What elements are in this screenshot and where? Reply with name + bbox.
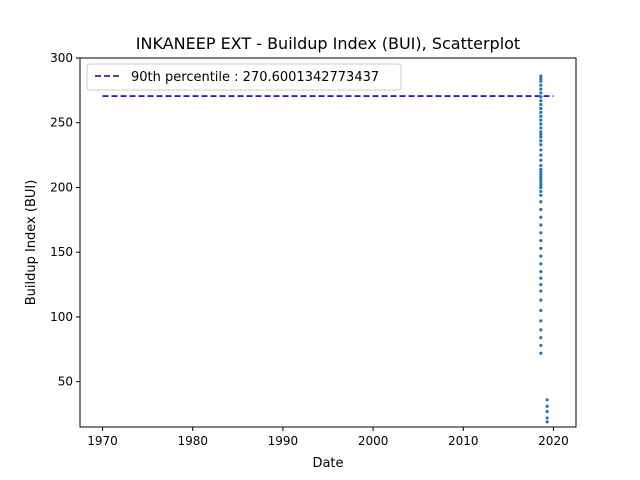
data-point (539, 153, 543, 157)
data-point (539, 103, 543, 107)
data-point (539, 91, 543, 95)
x-tick-label: 2020 (538, 434, 569, 448)
y-tick-label: 100 (50, 310, 73, 324)
data-point (539, 276, 543, 280)
data-point (539, 189, 543, 193)
data-point (545, 420, 549, 424)
data-point (539, 170, 543, 174)
data-point (539, 328, 543, 332)
data-point (539, 163, 543, 168)
data-point (539, 207, 543, 212)
data-point (539, 254, 543, 258)
data-point (539, 193, 543, 197)
x-tick-label: 1980 (177, 434, 208, 448)
data-point (539, 215, 543, 219)
data-point (539, 77, 543, 81)
data-point (539, 99, 543, 103)
data-point (539, 175, 543, 179)
data-point (539, 298, 543, 302)
legend-box (86, 63, 402, 91)
plot-area (102, 74, 554, 424)
data-point (539, 114, 543, 118)
data-point (545, 409, 549, 414)
x-tick-label: 2010 (448, 434, 479, 448)
y-tick-label: 300 (50, 51, 73, 65)
y-axis: 50 100 150 200 250 300 (50, 51, 80, 389)
data-point (539, 262, 543, 266)
data-point (539, 167, 543, 171)
data-point (539, 351, 543, 355)
data-point (539, 223, 543, 227)
axes-frame (79, 57, 577, 428)
data-point (539, 308, 543, 313)
data-point (539, 200, 543, 204)
data-point (539, 289, 543, 293)
data-point (539, 178, 543, 182)
x-axis: 1970 1980 1990 2000 2010 2020 (87, 427, 569, 448)
x-tick-label: 1990 (268, 434, 299, 448)
legend: 90th percentile : 270.6001342773437 (86, 63, 402, 91)
data-point (539, 130, 543, 134)
data-point (539, 185, 543, 190)
data-point (539, 135, 543, 139)
y-tick-label: 200 (50, 180, 73, 194)
legend-entry: 90th percentile : 270.6001342773437 (131, 70, 379, 85)
data-point (539, 148, 543, 152)
data-point (539, 74, 543, 78)
data-point (539, 180, 543, 184)
data-point (539, 95, 543, 99)
y-axis-label: Buildup Index (BUI) (24, 180, 39, 306)
data-point (539, 246, 543, 250)
data-point (545, 398, 549, 402)
data-point (539, 83, 543, 87)
data-point (539, 343, 543, 348)
data-point (539, 132, 543, 136)
data-point (539, 87, 543, 91)
data-point (539, 238, 543, 243)
data-point (545, 416, 549, 420)
y-tick-label: 150 (50, 245, 73, 259)
data-point (539, 319, 543, 323)
data-point (539, 172, 543, 177)
x-tick-label: 1970 (87, 434, 118, 448)
x-tick-label: 2000 (358, 434, 389, 448)
data-point (539, 126, 543, 130)
data-point (539, 79, 543, 83)
data-point (539, 106, 543, 111)
chart-title: INKANEEP EXT - Buildup Index (BUI), Scat… (136, 34, 520, 53)
data-point (539, 336, 543, 340)
data-point (539, 143, 543, 147)
data-point (539, 231, 543, 235)
data-point (545, 404, 549, 408)
data-point (539, 118, 543, 122)
data-point (539, 122, 543, 126)
data-point (539, 158, 543, 162)
data-point (539, 270, 543, 274)
data-point (539, 139, 543, 143)
x-axis-label: Date (312, 456, 343, 471)
data-point (539, 282, 543, 287)
y-tick-label: 50 (58, 375, 73, 389)
data-point (539, 110, 543, 114)
y-tick-label: 250 (50, 116, 73, 130)
data-point (539, 183, 543, 187)
